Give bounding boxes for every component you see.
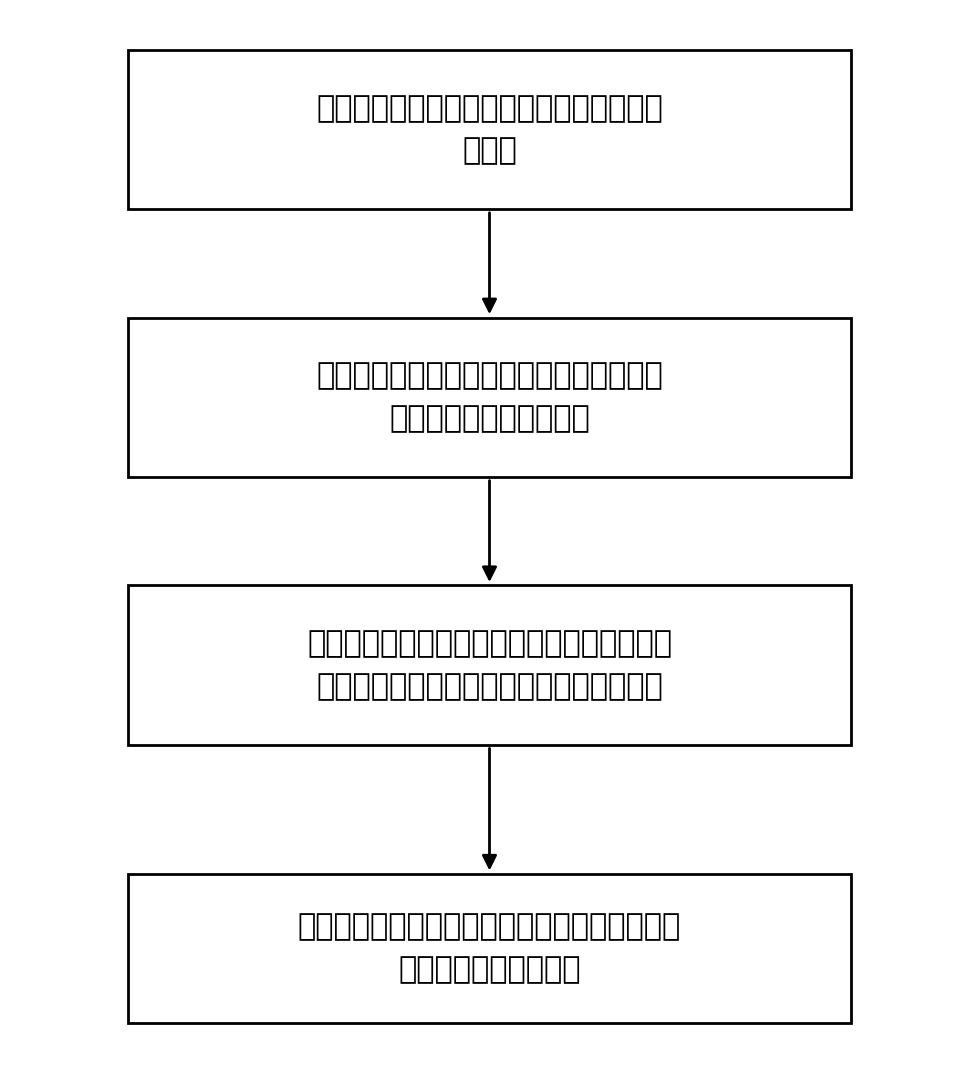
Text: 根据成像系统成像质量的要求，基于粒子群优化
算法求解可变形镜面形: 根据成像系统成像质量的要求，基于粒子群优化 算法求解可变形镜面形 (297, 913, 681, 984)
Text: 基于光线追迹原理，追迹入射光线，求出物
体经整个系统后所成的像: 基于光线追迹原理，追迹入射光线，求出物 体经整个系统后所成的像 (316, 362, 662, 433)
Bar (128, 873, 850, 1024)
Bar (128, 49, 850, 209)
Bar (128, 318, 850, 477)
Bar (128, 586, 850, 745)
Text: 建立基于可变形镜的自由曲面测量系统的光
学模型: 建立基于可变形镜的自由曲面测量系统的光 学模型 (316, 93, 662, 165)
Text: 建立优化目标为像差、优化变量为可变形镜面
形的评价函数，同时约束可变形镜行程范围: 建立优化目标为像差、优化变量为可变形镜面 形的评价函数，同时约束可变形镜行程范围 (307, 630, 671, 701)
